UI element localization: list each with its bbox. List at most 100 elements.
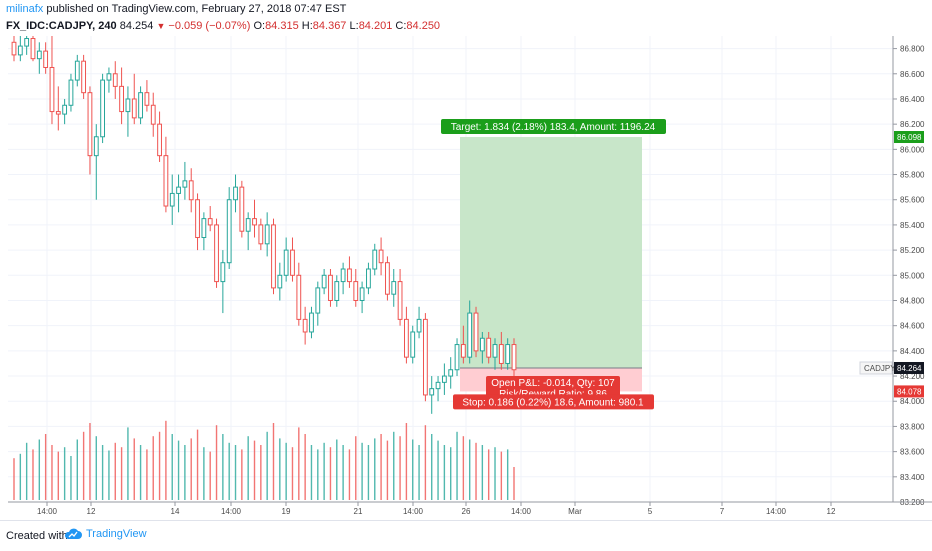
candle-body (372, 249, 378, 270)
volume-bar (443, 445, 446, 500)
target-zone (460, 137, 642, 368)
x-tick-label: 21 (354, 507, 363, 516)
candle-body (454, 344, 460, 371)
x-tick-label: 14:00 (403, 507, 424, 516)
down-arrow-icon: ▼ (156, 21, 166, 31)
x-tick-label: 19 (282, 507, 291, 516)
volume-bar (82, 431, 85, 500)
candle-body (138, 92, 143, 119)
volume-bar (253, 440, 256, 500)
volume-bar (361, 442, 363, 500)
candle-body (43, 50, 49, 68)
volume-bar (114, 442, 116, 500)
candle-body (309, 312, 314, 333)
candle-body (366, 268, 371, 289)
x-tick-label: 14:00 (221, 507, 242, 516)
volume-bar (215, 425, 218, 500)
candle-body (11, 41, 17, 56)
candle-body (359, 287, 365, 301)
candle-body (163, 155, 169, 207)
candle-body (87, 92, 93, 157)
volume-bar (399, 436, 401, 500)
volume-bar (506, 449, 509, 500)
volume-bar (95, 436, 97, 500)
candle-body (144, 92, 150, 106)
candle-body (347, 268, 352, 283)
volume-bar (355, 436, 357, 500)
close-label: C: (395, 20, 407, 32)
candle-body (441, 375, 447, 383)
candle-body (150, 104, 156, 125)
volume-bar (481, 445, 484, 500)
volume-bar (63, 447, 66, 500)
footer: Created with TradingView (0, 520, 932, 551)
candle-body (397, 281, 403, 320)
symbol-label[interactable]: FX_IDC:CADJPY, 240 (6, 20, 117, 32)
stop-label: Stop: 0.186 (0.22%) 18.6, Amount: 980.1 (462, 397, 644, 408)
volume-bar (108, 450, 110, 500)
volume-bar (13, 458, 15, 500)
candle-body (182, 180, 188, 188)
y-tick-label: 86.600 (900, 70, 925, 79)
candle-body (511, 344, 517, 371)
candle-body (220, 262, 226, 283)
candle-body (492, 344, 498, 358)
volume-bar (127, 427, 129, 500)
volume-bar (247, 436, 249, 500)
published-text: published on TradingView.com, February 2… (46, 3, 347, 15)
y-tick-label: 83.400 (900, 473, 925, 482)
candle-body (448, 369, 454, 377)
candle-body (55, 111, 61, 115)
volume-bar (76, 439, 78, 500)
candle-body (17, 45, 23, 56)
candle-body (93, 136, 99, 157)
candle-body (245, 218, 251, 232)
candle-body (385, 262, 390, 295)
volume-bar (32, 449, 34, 500)
volume-bar (25, 442, 28, 500)
volume-bars (13, 420, 515, 500)
y-tick-label: 85.200 (900, 246, 925, 255)
tradingview-brand[interactable]: TradingView (64, 528, 147, 540)
volume-bar (266, 431, 268, 500)
candle-body (505, 344, 511, 364)
volume-bar (285, 442, 287, 500)
candle-body (290, 249, 295, 276)
volume-bar (431, 434, 433, 500)
candle-body (68, 79, 74, 106)
volume-bar (260, 445, 262, 500)
candle-body (404, 318, 409, 358)
target-label-box (441, 119, 666, 135)
volume-bar (272, 423, 275, 500)
volume-bar (475, 442, 477, 500)
volume-bar (57, 451, 60, 500)
open-label: O: (253, 20, 266, 32)
target-label: Target: 1.834 (2.18%) 183.4, Amount: 119… (451, 122, 656, 133)
volume-bar (38, 439, 41, 500)
candle-body (169, 192, 175, 207)
volume-bar (412, 439, 414, 500)
volume-bar (487, 449, 490, 500)
volume-bar (190, 438, 192, 500)
candle-body (239, 186, 245, 232)
y-tick-label: 86.000 (900, 145, 925, 154)
candle-body (302, 318, 308, 333)
volume-bar (152, 436, 154, 500)
publisher-line: milinafx published on TradingView.com, F… (6, 3, 346, 15)
y-tick-label: 84.800 (900, 296, 925, 305)
author-link[interactable]: milinafx (6, 3, 44, 15)
volume-bar (222, 434, 224, 500)
volume-bar (393, 431, 395, 500)
candle-body (226, 199, 232, 264)
candle-body (252, 218, 257, 226)
high-value: 84.367 (312, 20, 347, 32)
volume-bar (139, 445, 142, 500)
volume-bar (184, 445, 186, 500)
candle-body (36, 50, 42, 60)
y-tick-label: 84.000 (900, 397, 925, 406)
volume-bar (171, 434, 173, 500)
candle-body (112, 73, 118, 87)
volume-bar (203, 447, 205, 500)
